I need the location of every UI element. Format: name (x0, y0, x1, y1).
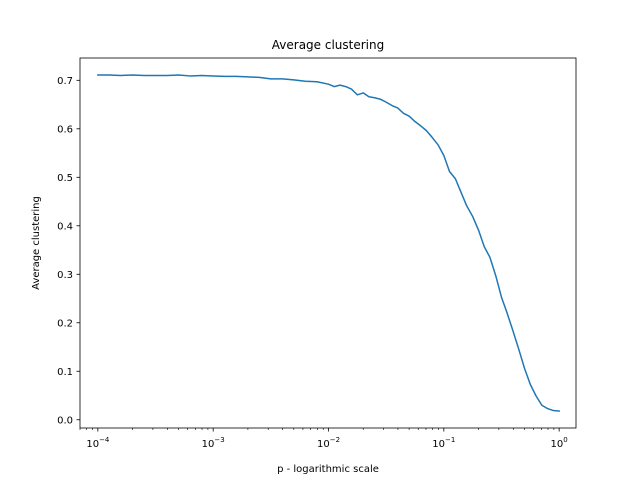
series-line-0 (97, 74, 560, 412)
y-tick-label: 0.3 (57, 270, 73, 281)
y-tick-label: 0.2 (57, 318, 73, 329)
x-tick-label: 100 (551, 436, 568, 450)
x-tick-label: 10−2 (317, 436, 340, 450)
y-tick-label: 0.0 (57, 415, 73, 426)
series-layer (97, 74, 560, 412)
y-tick-label: 0.6 (57, 124, 73, 135)
x-axis-label: p - logarithmic scale (277, 464, 379, 475)
y-tick-label: 0.5 (57, 173, 73, 184)
chart-title: Average clustering (272, 38, 384, 52)
y-tick-label: 0.1 (57, 367, 73, 378)
x-axis-ticks: 10−4 10−3 10−2 10−1 100 (79, 428, 568, 450)
y-tick-label: 0.7 (57, 76, 73, 87)
y-axis-label: Average clustering (31, 196, 42, 290)
plot-frame (79, 57, 577, 429)
plot-area (80, 58, 576, 428)
y-tick-label: 0.4 (57, 221, 73, 232)
x-tick-label: 10−3 (202, 436, 225, 450)
x-tick-label: 10−1 (432, 436, 455, 450)
y-axis-ticks: 0.0 0.1 0.2 0.3 0.4 0.5 0.6 0.7 (57, 76, 80, 426)
x-tick-label: 10−4 (86, 436, 110, 450)
